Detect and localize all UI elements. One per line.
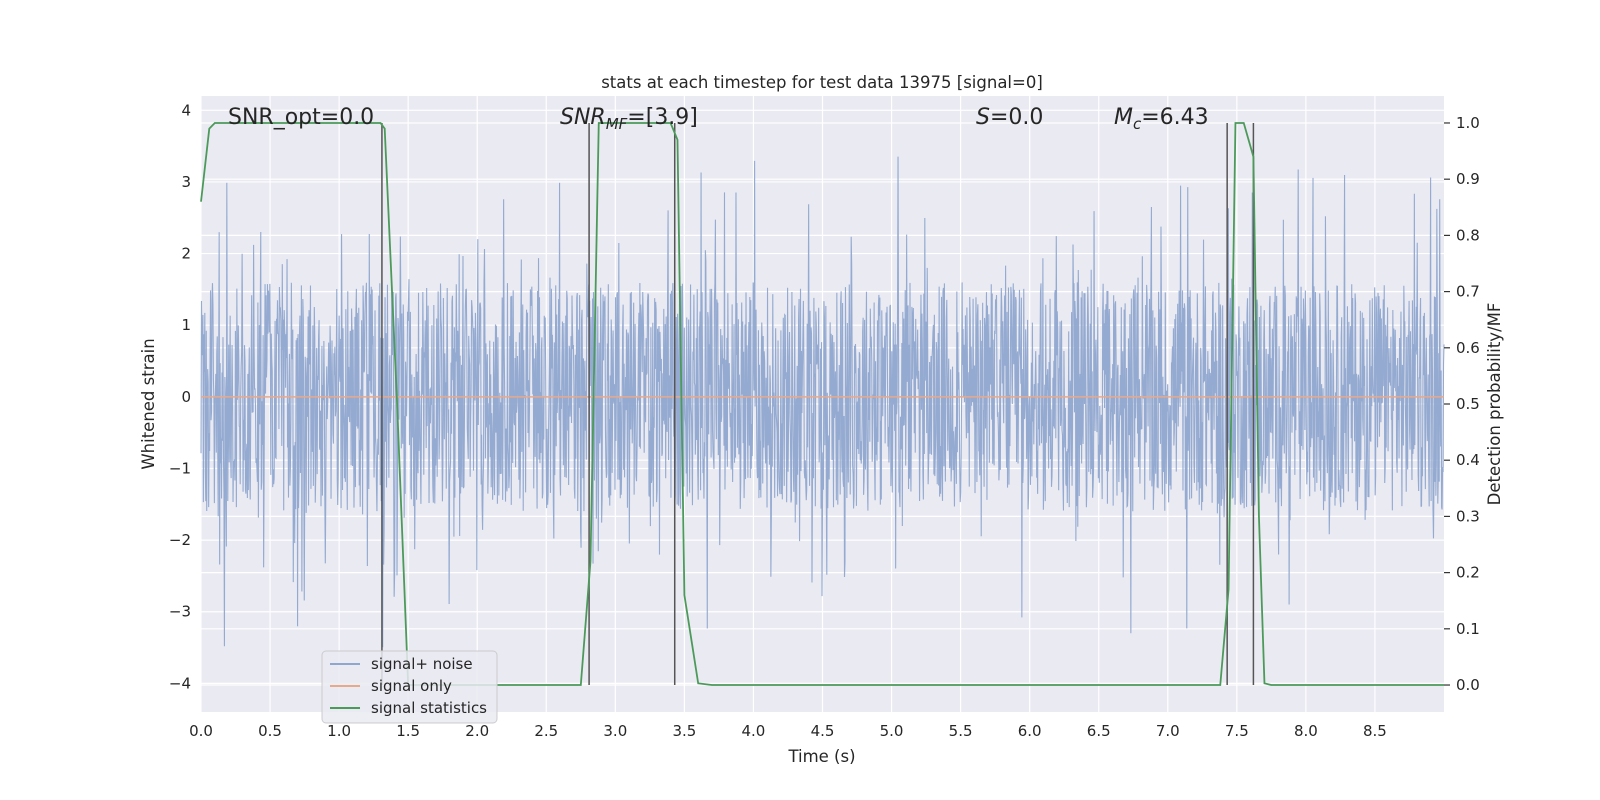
legend-label-signal-only: signal only	[371, 677, 452, 695]
x-tick-label: 1.5	[396, 722, 420, 740]
y2-tick-label: 0.9	[1456, 170, 1480, 188]
y2-tick-label: 0.8	[1456, 226, 1480, 244]
y2-tick-label: 0.3	[1456, 507, 1480, 525]
y2-tick-label: 0.7	[1456, 283, 1480, 301]
series-line-signal-noise	[200, 156, 1445, 648]
annotation-snr-mf: SNRMF=[3.9]	[560, 105, 698, 133]
y-tick-label: 0	[181, 388, 191, 406]
x-tick-label: 5.5	[949, 722, 973, 740]
y-tick-label: 4	[181, 101, 191, 119]
x-tick-label: 1.0	[327, 722, 351, 740]
annotation-mc: Mc=6.43	[1114, 105, 1209, 133]
y2-tick-label: 0.2	[1456, 564, 1480, 582]
legend: signal+ noise signal only signal statist…	[321, 650, 498, 724]
y-tick-label: 1	[181, 316, 191, 334]
y2-tick-label: 0.4	[1456, 451, 1480, 469]
y2-tick-label: 0.0	[1456, 676, 1480, 694]
y2-tick-label: 0.5	[1456, 395, 1480, 413]
chart-title: stats at each timestep for test data 139…	[601, 73, 1043, 92]
x-tick-label: 6.5	[1087, 722, 1111, 740]
y2-tick-label: 1.0	[1456, 114, 1480, 132]
x-tick-label: 4.5	[811, 722, 835, 740]
legend-label-signal-statistics: signal statistics	[371, 699, 487, 717]
annotation-snr-opt: SNR_opt=0.0	[228, 105, 374, 130]
x-tick-label: 5.0	[880, 722, 904, 740]
y-tick-label: 3	[181, 173, 191, 191]
series-line-signal-statistics	[200, 122, 1444, 686]
x-tick-label: 2.5	[534, 722, 558, 740]
signal-statistics-series	[200, 122, 1444, 686]
x-tick-label: 8.0	[1294, 722, 1318, 740]
x-tick-label: 3.0	[603, 722, 627, 740]
y-tick-label: −3	[169, 603, 191, 621]
legend-label-signal-noise: signal+ noise	[371, 655, 473, 673]
annotation-s: S=0.0	[976, 105, 1043, 130]
y-tick-label: −1	[169, 459, 191, 477]
y-tick-label: 2	[181, 245, 191, 263]
y2-ticks: 1.0 0.9 0.8 0.7 0.6 0.5 0.4 0.3 0.2 0.1 0.0	[1444, 114, 1480, 694]
y-tick-label: −4	[169, 674, 191, 692]
x-tick-label: 7.0	[1156, 722, 1180, 740]
x-ticks: 0.0 0.5 1.0 1.5 2.0 2.5 3.0 3.5 4.0 4.5 5.0 5.5 6.0 6…	[189, 722, 1387, 740]
x-tick-label: 4.0	[742, 722, 766, 740]
x-tick-label: 6.0	[1018, 722, 1042, 740]
x-tick-label: 7.5	[1225, 722, 1249, 740]
legend-box	[321, 650, 498, 724]
x-tick-label: 0.0	[189, 722, 213, 740]
y-tick-label: −2	[169, 531, 191, 549]
y-axis-label: Whitened strain	[139, 338, 158, 469]
x-tick-label: 0.5	[258, 722, 282, 740]
vertical-markers	[381, 122, 1255, 686]
x-axis-label: Time (s)	[787, 747, 855, 766]
y2-tick-label: 0.1	[1456, 620, 1480, 638]
x-tick-label: 3.5	[672, 722, 696, 740]
y2-axis-label: Detection probability/MF	[1485, 303, 1504, 506]
y2-tick-label: 0.6	[1456, 339, 1480, 357]
signal-noise-series	[200, 156, 1445, 648]
x-tick-label: 8.5	[1363, 722, 1387, 740]
y-ticks: 4 3 2 1 0 −1 −2 −3 −4	[169, 101, 191, 692]
x-tick-label: 2.0	[465, 722, 489, 740]
